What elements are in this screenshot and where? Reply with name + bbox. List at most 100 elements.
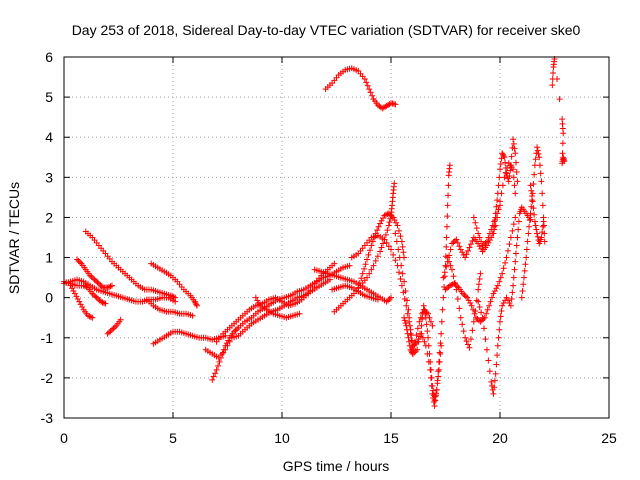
data-point: [438, 330, 445, 337]
data-point: [106, 283, 113, 290]
data-point: [394, 222, 401, 229]
data-point: [193, 301, 200, 308]
data-point: [456, 305, 463, 312]
data-point: [388, 246, 394, 253]
data-point: [549, 82, 556, 89]
data-point: [117, 316, 124, 323]
data-point: [482, 336, 489, 343]
data-point: [255, 300, 262, 307]
data-point: [483, 310, 490, 317]
data-point: [417, 314, 424, 321]
data-point: [409, 349, 416, 356]
data-point: [559, 150, 566, 157]
series-track: [549, 56, 568, 167]
data-point: [402, 320, 409, 327]
data-point: [396, 254, 403, 261]
data-point: [478, 238, 485, 245]
data-point: [502, 259, 509, 266]
data-point: [428, 374, 435, 381]
data-point: [507, 302, 514, 309]
data-point: [506, 172, 513, 179]
data-point: [386, 296, 393, 303]
data-point: [90, 291, 97, 298]
data-point: [417, 330, 424, 337]
data-point: [380, 240, 387, 247]
data-point: [384, 211, 391, 218]
data-point: [368, 266, 375, 273]
data-point: [406, 314, 413, 321]
data-point: [416, 318, 423, 325]
data-point: [469, 327, 476, 334]
data-point: [431, 402, 438, 409]
data-point: [454, 296, 461, 303]
data-point: [451, 280, 458, 287]
data-point: [528, 193, 535, 200]
series-track: [252, 294, 303, 321]
data-point: [488, 378, 495, 385]
series-track: [392, 230, 445, 403]
data-point: [494, 197, 501, 204]
data-point: [254, 297, 261, 304]
x-tick-label: 10: [274, 430, 290, 446]
data-point: [498, 308, 505, 315]
data-point: [532, 156, 539, 163]
data-point: [404, 310, 411, 317]
data-point: [515, 218, 522, 225]
x-tick-label: 20: [492, 430, 508, 446]
data-point: [492, 214, 499, 221]
data-point: [506, 300, 513, 307]
data-point: [469, 237, 476, 244]
data-point: [494, 190, 501, 197]
plot-frame: [63, 56, 610, 419]
data-point: [495, 182, 502, 189]
data-point: [167, 292, 174, 299]
data-point: [76, 298, 83, 305]
data-point: [494, 282, 501, 289]
data-point: [397, 233, 404, 240]
data-point: [479, 314, 486, 321]
series-track: [61, 276, 179, 305]
data-point: [369, 92, 376, 99]
data-point: [523, 254, 530, 261]
data-point: [453, 286, 460, 293]
data-point: [493, 361, 500, 368]
data-point: [91, 276, 98, 283]
data-point: [77, 301, 84, 308]
data-point: [68, 285, 75, 292]
data-point: [399, 243, 406, 250]
data-point: [484, 306, 491, 313]
data-point: [470, 318, 477, 325]
data-point: [307, 287, 314, 294]
data-point: [512, 214, 519, 221]
data-point: [532, 222, 539, 229]
data-point: [365, 251, 372, 258]
y-tick-label: 4: [45, 129, 53, 145]
series-track: [322, 65, 399, 112]
y-tick-label: -1: [41, 330, 54, 346]
data-point: [440, 274, 447, 281]
data-point: [514, 234, 521, 241]
series-track: [401, 306, 436, 357]
data-point: [361, 76, 368, 83]
data-point: [475, 298, 482, 305]
data-point: [500, 265, 507, 272]
data-point: [539, 202, 546, 209]
data-point: [438, 318, 445, 325]
data-point: [533, 226, 540, 233]
data-point: [76, 259, 83, 266]
data-point: [514, 178, 521, 185]
data-point: [71, 290, 78, 297]
data-point: [393, 238, 400, 245]
y-tick-label: -2: [41, 370, 54, 386]
data-point: [444, 213, 451, 220]
data-point: [497, 160, 504, 167]
data-point: [364, 274, 371, 281]
data-point: [494, 342, 501, 349]
data-point: [512, 258, 519, 265]
data-point: [495, 206, 502, 213]
data-point: [475, 230, 482, 237]
data-point: [489, 294, 496, 301]
data-point: [406, 338, 413, 345]
data-point: [384, 227, 391, 234]
